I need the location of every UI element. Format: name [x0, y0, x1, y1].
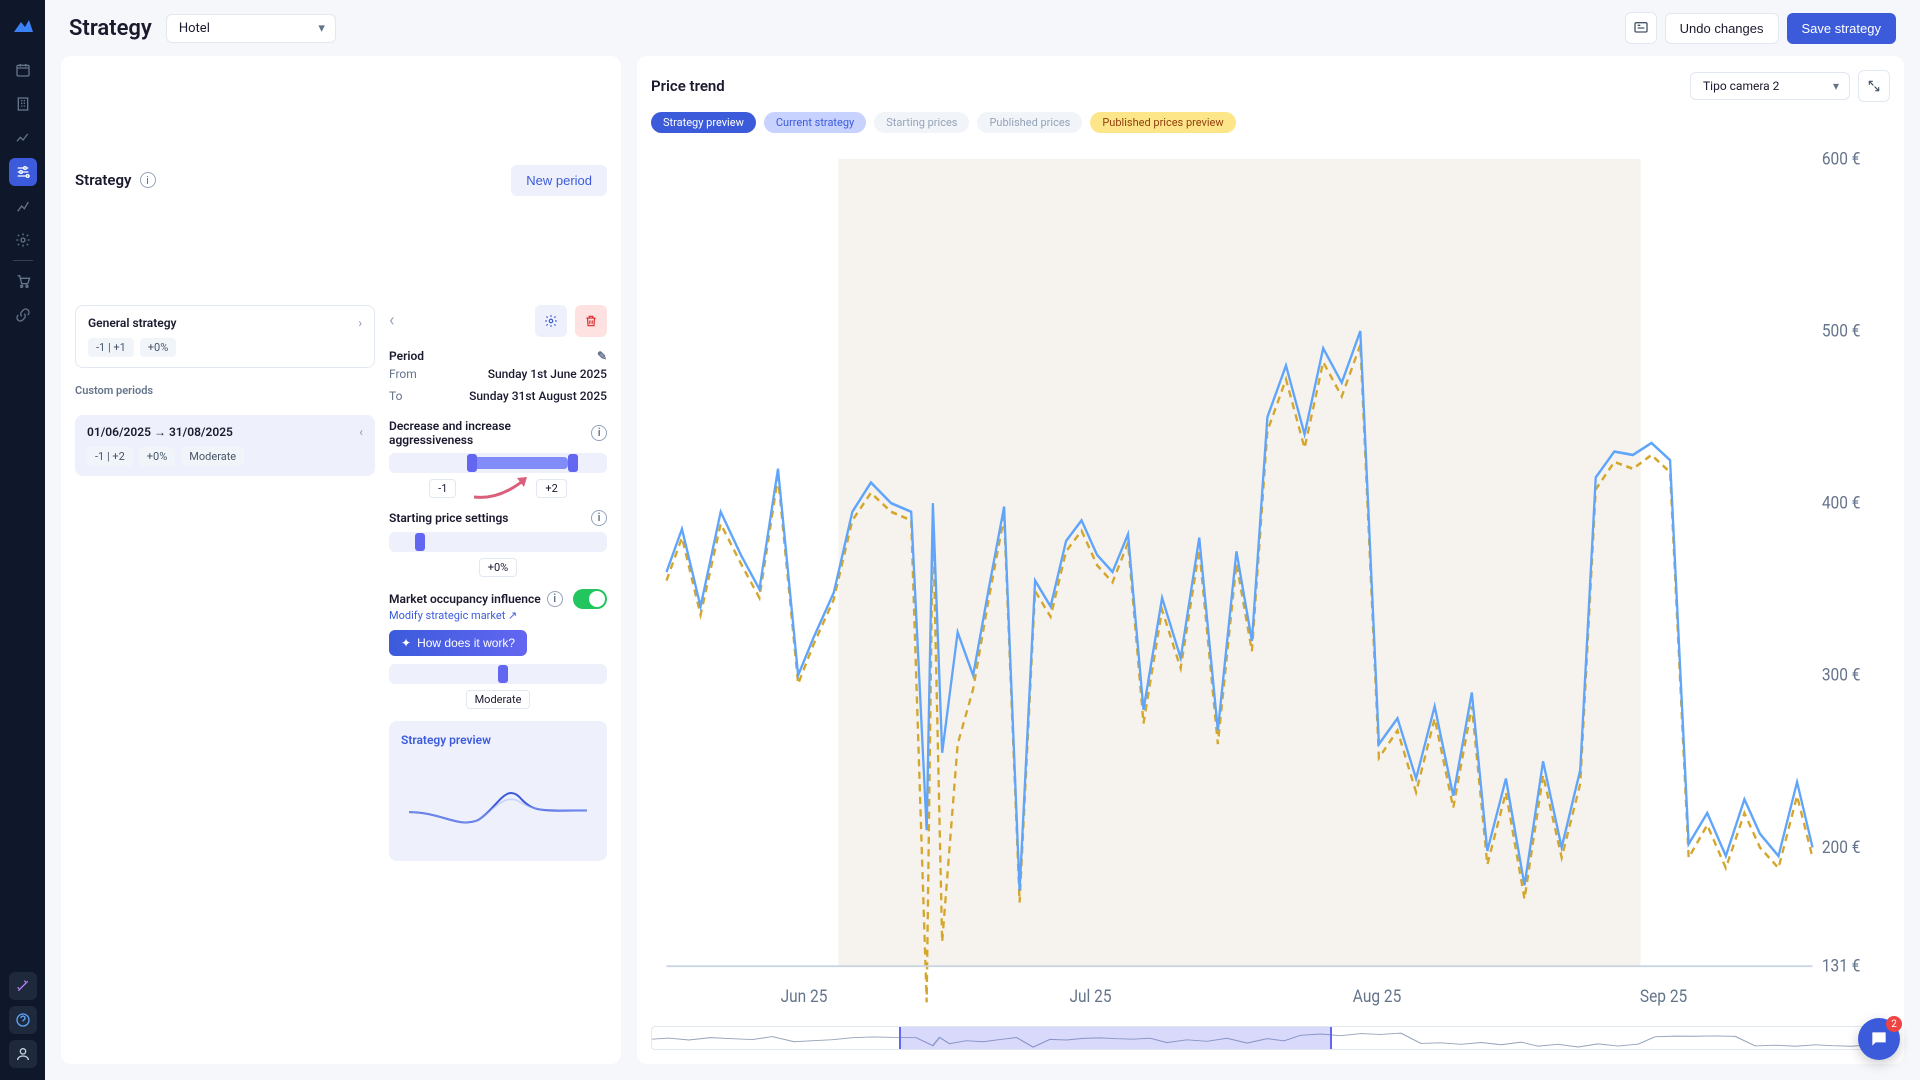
calendar-icon[interactable]: [9, 56, 37, 84]
aggr-slider[interactable]: [389, 453, 607, 473]
starting-slider[interactable]: [389, 532, 607, 552]
sliders-icon[interactable]: [9, 158, 37, 186]
legend-strategy-preview[interactable]: Strategy preview: [651, 112, 756, 133]
svg-text:300 €: 300 €: [1822, 665, 1861, 686]
custom-periods-label: Custom periods: [75, 384, 375, 397]
custom-period-card[interactable]: 01/06/2025 → 31/08/2025 ‹ -1 | +2 +0% Mo…: [75, 415, 375, 476]
building-icon[interactable]: [9, 90, 37, 118]
aggr-max: +2: [536, 479, 566, 498]
edit-icon[interactable]: ✎: [597, 349, 607, 363]
preview-title: Strategy preview: [401, 733, 595, 747]
svg-text:Aug 25: Aug 25: [1353, 986, 1401, 1007]
info-icon[interactable]: i: [591, 510, 607, 526]
preview-icon-button[interactable]: [1625, 12, 1657, 44]
room-type-value: Tipo camera 2: [1703, 79, 1779, 93]
general-pct-chip: +0%: [140, 338, 176, 357]
legend-current-strategy[interactable]: Current strategy: [764, 112, 866, 133]
legend-starting-prices[interactable]: Starting prices: [874, 112, 969, 133]
app-sidebar: [0, 0, 45, 1080]
delete-period-button[interactable]: [575, 305, 607, 337]
starting-value: +0%: [479, 558, 517, 577]
market-toggle[interactable]: [573, 589, 607, 609]
divider-icon: [13, 260, 33, 261]
room-type-select[interactable]: Tipo camera 2: [1690, 72, 1850, 100]
svg-text:200 €: 200 €: [1822, 837, 1861, 858]
new-period-button[interactable]: New period: [511, 165, 607, 196]
page-title: Strategy: [69, 16, 152, 41]
period-range-chip: -1 | +2: [87, 447, 133, 466]
gear-icon[interactable]: [9, 226, 37, 254]
svg-text:400 €: 400 €: [1822, 493, 1861, 514]
save-button[interactable]: Save strategy: [1787, 13, 1897, 44]
period-section-title: Period: [389, 349, 424, 363]
to-value: Sunday 31st August 2025: [469, 389, 607, 403]
how-works-button[interactable]: ✦ How does it work?: [389, 630, 527, 656]
svg-text:Jul 25: Jul 25: [1069, 986, 1111, 1007]
period-dates: 01/06/2025 → 31/08/2025: [87, 425, 233, 439]
price-chart: 600 € 500 € 400 € 300 € 200 € 131 € Jun 25 Jul …: [651, 141, 1890, 1020]
svg-text:131 €: 131 €: [1822, 956, 1861, 977]
legend-published-preview[interactable]: Published prices preview: [1090, 112, 1235, 133]
chevron-left-icon: ‹: [359, 425, 363, 439]
from-label: From: [389, 367, 417, 381]
legend-published-prices[interactable]: Published prices: [977, 112, 1082, 133]
svg-text:500 €: 500 €: [1822, 320, 1861, 341]
cart-icon[interactable]: [9, 267, 37, 295]
svg-text:600 €: 600 €: [1822, 148, 1861, 169]
general-range-chip: -1 | +1: [88, 338, 134, 357]
help-icon[interactable]: [9, 1006, 37, 1034]
market-title: Market occupancy influence: [389, 592, 541, 606]
starting-title: Starting price settings: [389, 511, 508, 525]
from-value: Sunday 1st June 2025: [488, 367, 607, 381]
modify-market-link[interactable]: Modify strategic market ↗: [389, 609, 607, 622]
how-works-label: How does it work?: [417, 636, 515, 650]
price-trend-panel: Price trend Tipo camera 2 Strategy previ…: [637, 56, 1904, 1064]
market-value: Moderate: [466, 690, 531, 709]
annotation-arrow-icon: [469, 472, 539, 502]
chat-fab[interactable]: 2: [1858, 1018, 1900, 1060]
growth-icon[interactable]: [9, 192, 37, 220]
expand-icon-button[interactable]: [1858, 70, 1890, 102]
general-strategy-card[interactable]: General strategy › -1 | +1 +0%: [75, 305, 375, 368]
chart-minimap[interactable]: [651, 1026, 1890, 1050]
general-strategy-label: General strategy: [88, 316, 177, 330]
aggr-title: Decrease and increase aggressiveness: [389, 419, 591, 447]
sparkle-icon: ✦: [401, 636, 411, 650]
logo-icon: [11, 14, 35, 38]
chevron-right-icon: ›: [358, 316, 362, 330]
strategy-title: Strategy: [75, 171, 132, 189]
wand-icon[interactable]: [9, 972, 37, 1000]
fab-badge: 2: [1886, 1016, 1902, 1032]
topbar: Strategy Hotel Undo changes Save strateg…: [45, 0, 1920, 56]
hotel-select-value: Hotel: [179, 21, 210, 36]
strategy-panel: Strategy i New period General strategy ›…: [61, 56, 621, 1064]
back-icon[interactable]: ‹: [389, 310, 394, 331]
info-icon[interactable]: i: [591, 425, 607, 441]
svg-text:Sep 25: Sep 25: [1640, 986, 1687, 1007]
undo-button[interactable]: Undo changes: [1665, 13, 1779, 44]
link-icon[interactable]: [9, 301, 37, 329]
strategy-preview-card: Strategy preview: [389, 721, 607, 861]
period-settings-button[interactable]: [535, 305, 567, 337]
chart-legend: Strategy preview Current strategy Starti…: [651, 112, 1890, 133]
aggr-min: -1: [429, 479, 456, 498]
trend-title: Price trend: [651, 77, 725, 95]
preview-curve: [401, 755, 595, 845]
info-icon[interactable]: i: [140, 172, 156, 188]
chart-icon[interactable]: [9, 124, 37, 152]
user-icon[interactable]: [9, 1040, 37, 1068]
period-mode-chip: Moderate: [181, 447, 244, 466]
hotel-select[interactable]: Hotel: [166, 14, 336, 43]
market-slider[interactable]: [389, 664, 607, 684]
to-label: To: [389, 389, 402, 403]
svg-text:Jun 25: Jun 25: [781, 986, 828, 1007]
period-pct-chip: +0%: [139, 447, 175, 466]
info-icon[interactable]: i: [547, 591, 563, 607]
